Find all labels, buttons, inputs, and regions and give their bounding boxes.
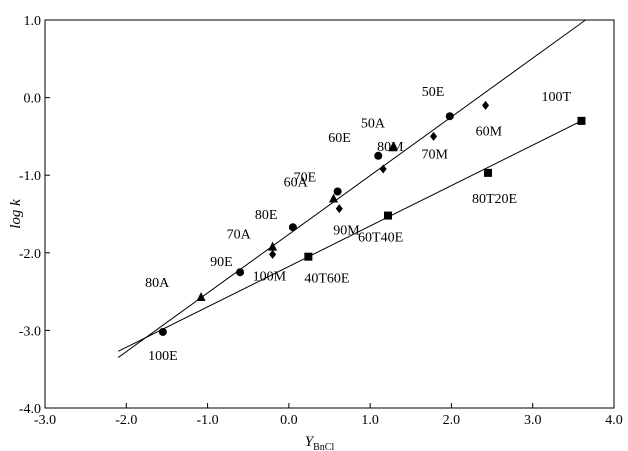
marker-80a [196,292,206,302]
marker-100e [158,327,167,336]
point-label-50e: 50E [422,85,445,100]
point-label-60e: 60E [328,131,351,146]
marker-50e [445,112,454,121]
marker-50a [388,142,398,152]
axis-ticks [44,19,615,409]
point-label-80e: 80E [255,208,278,223]
marker-40t60e [304,252,313,261]
point-label-90m: 90M [333,224,360,239]
axis-tick-labels: -3.0 -2.0 -1.0 0.0 1.0 2.0 3.0 4.0 1.0 0.0 -1.0 -2.… [19,14,623,428]
marker-60a [329,193,339,203]
plot-border [44,19,615,409]
x-tick-label: 3.0 [524,413,542,428]
point-label-60m: 60M [476,124,503,139]
point-label-90e: 90E [210,255,233,270]
y-tick-label: -2.0 [19,247,41,262]
x-tick-label: 1.0 [361,413,379,428]
y-tick-label: -3.0 [19,324,41,339]
marker-60t40e [384,211,393,220]
point-label-50a: 50A [361,116,386,131]
x-tick-label: -2.0 [115,413,137,428]
marker-90m [335,204,343,214]
y-axis-title: log k [8,199,24,229]
x-axis-title-subscript: BnCl [313,442,334,451]
marker-80t20e [484,168,493,177]
marker-80m [379,164,387,174]
point-label-100t: 100T [541,90,571,105]
x-tick-label: -1.0 [196,413,218,428]
x-tick-label: 2.0 [443,413,461,428]
marker-70e [333,187,342,196]
point-label-80a: 80A [145,276,170,291]
marker-60e [374,151,383,160]
point-labels: 100E 90E 80E 70E 60E 50E 80A 70A 60A 50A 100M 90M 80… [145,85,571,364]
marker-60m [482,100,490,110]
point-label-70m: 70M [422,147,449,162]
marker-70m [430,131,438,141]
regression-line [117,120,582,352]
data-markers [158,100,586,336]
point-label-60a: 60A [284,175,309,190]
plot-frame [44,19,615,409]
marker-70a [268,241,278,251]
point-label-40t60e: 40T60E [304,272,349,287]
x-axis-title-main: Y [305,434,315,450]
point-label-70e: 70E [294,170,317,185]
y-tick-label: -4.0 [19,402,41,417]
regression-line [117,19,586,358]
point-label-80t20e: 80T20E [472,192,517,207]
marker-100t [577,116,586,125]
point-label-60t40e: 60T40E [358,231,403,246]
y-tick-label: -1.0 [19,169,41,184]
y-tick-label: 1.0 [24,14,42,29]
point-label-100e: 100E [148,349,178,364]
y-tick-label: 0.0 [24,92,42,107]
x-tick-label: 0.0 [280,413,298,428]
point-label-70a: 70A [227,228,252,243]
point-label-80m: 80M [377,140,404,155]
x-tick-label: 4.0 [605,413,623,428]
fit-lines [117,19,586,358]
marker-80e [288,223,297,232]
x-tick-label: -3.0 [34,413,56,428]
marker-90e [236,268,245,277]
marker-100m [269,249,277,259]
x-axis-title: YBnCl [305,434,335,451]
point-label-100m: 100M [253,269,287,284]
